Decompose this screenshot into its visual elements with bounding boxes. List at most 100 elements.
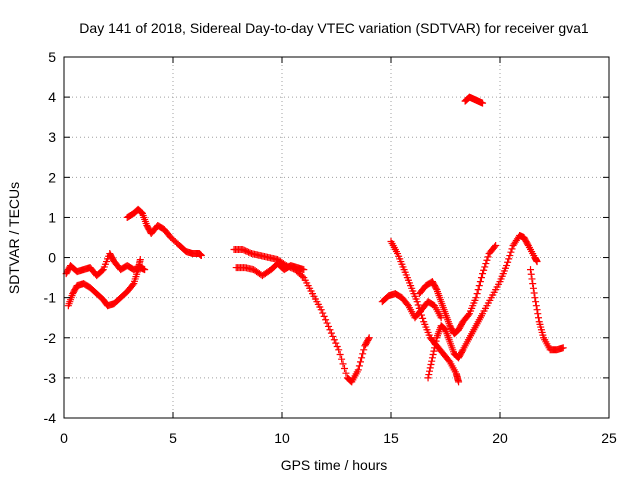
data-point bbox=[356, 358, 364, 366]
data-point bbox=[432, 337, 440, 345]
data-point bbox=[481, 263, 489, 271]
data-point bbox=[533, 306, 541, 314]
series-arc-9 bbox=[424, 231, 541, 382]
data-point bbox=[359, 350, 367, 358]
series-arc-5 bbox=[232, 260, 308, 280]
data-point bbox=[354, 366, 362, 374]
data-point bbox=[491, 243, 499, 251]
data-point bbox=[504, 258, 512, 266]
series-arc-11 bbox=[461, 93, 487, 107]
x-tick-label: 20 bbox=[492, 430, 508, 446]
data-point bbox=[339, 360, 347, 368]
data-point bbox=[98, 267, 106, 275]
y-tick-label: 0 bbox=[48, 250, 56, 266]
data-point bbox=[473, 290, 481, 298]
data-point bbox=[326, 326, 334, 334]
data-point bbox=[418, 311, 426, 319]
data-point bbox=[479, 270, 487, 278]
data-point bbox=[327, 329, 335, 337]
x-axis-label: GPS time / hours bbox=[281, 457, 388, 473]
data-point bbox=[355, 362, 363, 370]
data-point bbox=[508, 245, 516, 253]
x-tick-label: 15 bbox=[383, 430, 399, 446]
data-point bbox=[476, 278, 484, 286]
data-point bbox=[414, 301, 422, 309]
data-point bbox=[136, 256, 144, 264]
data-point bbox=[475, 282, 483, 290]
data-point bbox=[300, 266, 308, 274]
data-point bbox=[426, 367, 434, 375]
data-point bbox=[330, 336, 338, 344]
y-tick-label: 2 bbox=[48, 169, 56, 185]
data-point bbox=[479, 99, 487, 107]
y-tick-label: -4 bbox=[44, 410, 57, 426]
data-point bbox=[340, 365, 348, 373]
data-point bbox=[482, 260, 490, 268]
y-tick-label: -3 bbox=[44, 370, 57, 386]
data-point bbox=[480, 266, 488, 274]
data-point bbox=[323, 319, 331, 327]
data-point bbox=[484, 253, 492, 261]
data-point bbox=[419, 314, 427, 322]
data-point bbox=[333, 342, 341, 350]
data-point bbox=[428, 357, 436, 365]
series-arc-7 bbox=[387, 238, 463, 386]
data-series bbox=[62, 93, 567, 386]
data-point bbox=[413, 298, 421, 306]
data-point bbox=[506, 252, 514, 260]
data-point bbox=[342, 369, 350, 377]
data-point bbox=[415, 304, 423, 312]
series-arc-6 bbox=[378, 290, 445, 322]
x-tick-label: 25 bbox=[601, 430, 617, 446]
data-point bbox=[532, 298, 540, 306]
data-point bbox=[332, 339, 340, 347]
data-point bbox=[477, 274, 485, 282]
data-point bbox=[364, 335, 372, 343]
grid bbox=[64, 57, 609, 418]
data-point bbox=[503, 262, 511, 270]
series-arc-10 bbox=[527, 266, 567, 354]
data-point bbox=[322, 316, 330, 324]
data-point bbox=[472, 294, 480, 302]
data-point bbox=[325, 322, 333, 330]
data-point bbox=[455, 378, 463, 386]
data-point bbox=[429, 350, 437, 358]
data-point bbox=[319, 309, 327, 317]
data-point bbox=[320, 312, 328, 320]
data-point bbox=[336, 350, 344, 358]
data-point bbox=[464, 311, 472, 319]
data-point bbox=[329, 332, 337, 340]
x-tick-label: 10 bbox=[274, 430, 290, 446]
plot-frame bbox=[63, 56, 610, 419]
y-tick-label: -2 bbox=[44, 330, 57, 346]
data-point bbox=[360, 346, 368, 354]
data-point bbox=[428, 354, 436, 362]
data-point bbox=[425, 371, 433, 379]
data-point bbox=[474, 286, 482, 294]
data-point bbox=[197, 252, 205, 260]
data-point bbox=[528, 275, 536, 283]
data-point bbox=[338, 355, 346, 363]
data-point bbox=[335, 346, 343, 354]
data-point bbox=[527, 270, 535, 278]
data-point bbox=[432, 284, 440, 292]
data-point bbox=[507, 248, 515, 256]
data-point bbox=[298, 272, 306, 280]
data-point bbox=[529, 280, 537, 288]
data-point bbox=[427, 361, 435, 369]
y-tick-label: 5 bbox=[48, 49, 56, 65]
y-tick-label: -1 bbox=[44, 290, 57, 306]
data-point bbox=[559, 344, 567, 352]
tick-labels: 0 5 10 15 20 25 -4 -3 -2 -1 0 1 2 3 4 5 bbox=[44, 49, 617, 446]
x-tick-label: 5 bbox=[169, 430, 177, 446]
data-point bbox=[365, 334, 373, 342]
data-point bbox=[534, 310, 542, 318]
series-arc-2 bbox=[64, 256, 144, 310]
data-point bbox=[530, 289, 538, 297]
data-point bbox=[426, 364, 434, 372]
data-point bbox=[533, 258, 541, 266]
data-point bbox=[483, 256, 491, 264]
series-arc-3 bbox=[123, 205, 205, 260]
